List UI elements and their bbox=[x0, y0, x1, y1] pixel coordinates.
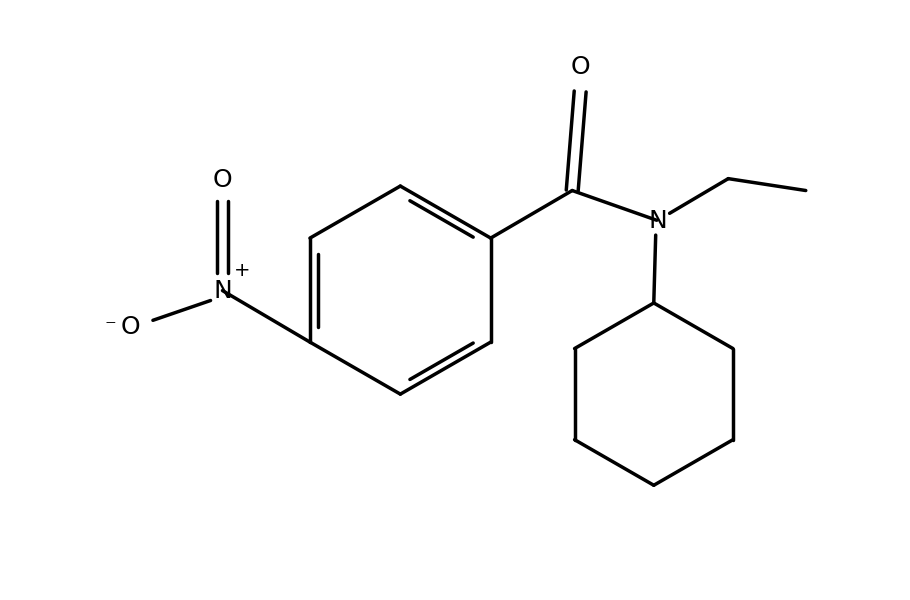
Text: O: O bbox=[120, 315, 140, 339]
Text: O: O bbox=[213, 167, 232, 191]
Text: O: O bbox=[571, 55, 590, 79]
Text: N: N bbox=[648, 209, 667, 233]
Text: ⁻: ⁻ bbox=[105, 317, 116, 337]
Text: +: + bbox=[234, 261, 250, 280]
Text: N: N bbox=[213, 278, 232, 302]
